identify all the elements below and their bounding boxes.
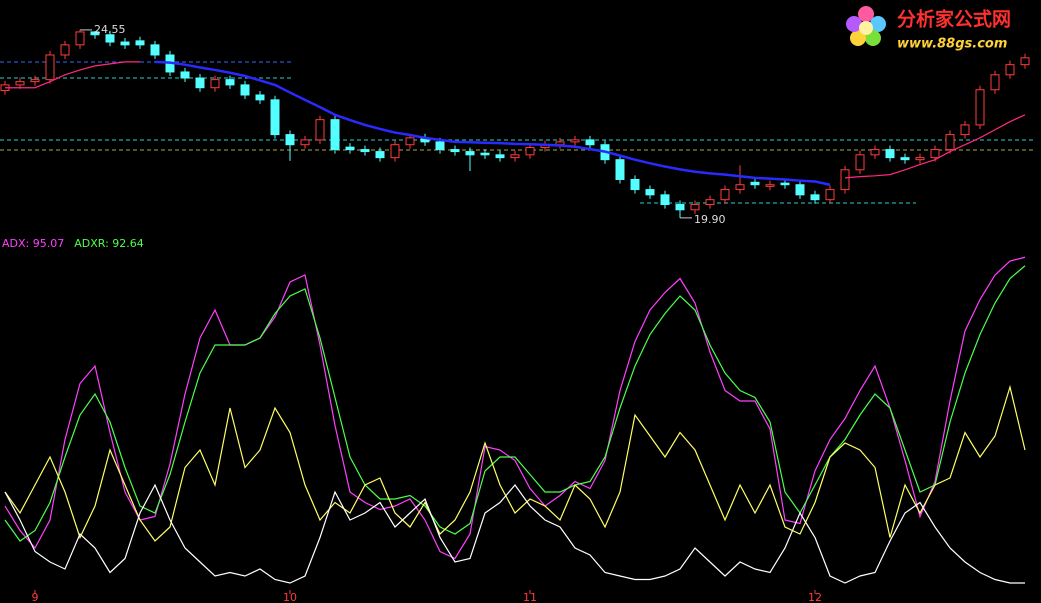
candle-body [570, 139, 580, 143]
candle-body [660, 194, 670, 206]
candle-body [300, 139, 310, 146]
candle-body [855, 154, 865, 171]
candle-body [330, 119, 340, 151]
candle-body [180, 71, 190, 79]
candle-body [45, 54, 55, 81]
candle-body [870, 149, 880, 156]
candle-body [765, 184, 775, 187]
candle-body [735, 184, 745, 191]
candle-body [810, 194, 820, 201]
candle-body [270, 99, 280, 136]
candle-body [465, 151, 475, 156]
candle-body [900, 157, 910, 161]
candle-body [840, 169, 850, 191]
candle-body [495, 154, 505, 159]
candle-body [405, 137, 415, 146]
candle-body [630, 178, 640, 191]
candle-body [195, 77, 205, 89]
candle-body [750, 181, 760, 186]
legend-label: ADXR: 92.64 [74, 237, 144, 250]
x-tick-label: 9 [32, 591, 39, 603]
series-line [5, 61, 1026, 179]
watermark-url: www.88gs.com [897, 37, 1007, 52]
candle-body [285, 134, 295, 146]
candle-body [120, 41, 130, 46]
legend-label: ADX: 95.07 [2, 237, 64, 250]
candle-body [360, 149, 370, 153]
candle-body [720, 189, 730, 201]
candle-body [480, 152, 490, 156]
series-line [4, 384, 1026, 542]
series-line [4, 265, 1026, 542]
candle-body [945, 134, 955, 151]
candle-body [675, 204, 685, 211]
candle-body [255, 94, 265, 101]
candle-body [960, 124, 970, 136]
candle-body [375, 151, 385, 159]
x-tick-label: 11 [523, 591, 537, 603]
candle-body [225, 79, 235, 86]
candle-body [90, 31, 100, 36]
candle-body [645, 189, 655, 196]
candle-body [615, 159, 625, 180]
candle-body [525, 147, 535, 156]
candle-body [885, 149, 895, 159]
candle-body [60, 44, 70, 56]
candle-body [690, 204, 700, 211]
series-line [4, 483, 1025, 584]
candle-body [135, 40, 145, 46]
candle-body [345, 146, 355, 151]
candle-body [585, 139, 595, 146]
annotation: 19.90 [694, 213, 726, 226]
candle-body [1020, 57, 1030, 66]
candle-body [15, 81, 25, 86]
candle-body [315, 119, 325, 141]
candle-body [780, 182, 790, 186]
candle-body [210, 79, 220, 89]
logo [846, 6, 886, 46]
watermark-title: 分析家公式网 [897, 8, 1011, 31]
candle-body [990, 74, 1000, 91]
candle-body [915, 157, 925, 161]
x-tick-label: 10 [283, 591, 297, 603]
candle-body [510, 154, 520, 159]
candle-body [975, 89, 985, 126]
candle-body [390, 144, 400, 159]
candle-body [30, 79, 40, 83]
reference-lines [0, 61, 1035, 204]
x-tick-label: 12 [808, 591, 822, 603]
candle-body [1005, 64, 1015, 76]
annotation: 24.55 [94, 23, 126, 36]
candle-body [75, 31, 85, 46]
candle-body [795, 184, 805, 196]
series-line [4, 256, 1026, 560]
series-line [154, 60, 831, 186]
candle-body [825, 189, 835, 201]
candle-body [930, 149, 940, 159]
candle-body [450, 149, 460, 153]
candle-body [435, 141, 445, 151]
candle-body [240, 84, 250, 96]
candle-body [705, 199, 715, 206]
candle-body [150, 44, 160, 56]
candle-body [105, 34, 115, 43]
